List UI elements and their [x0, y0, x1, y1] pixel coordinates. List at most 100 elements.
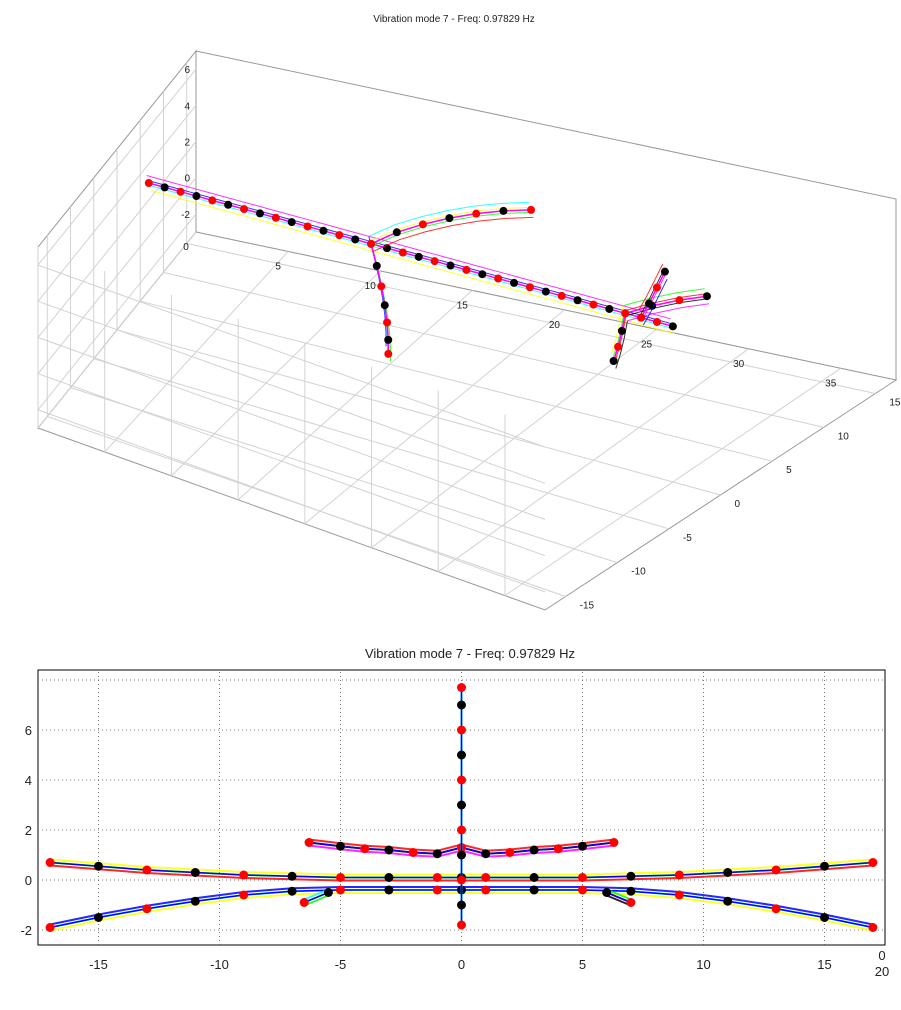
- series-point: [360, 844, 370, 854]
- x-tick-label: 15: [817, 957, 831, 972]
- series-point: [336, 841, 345, 851]
- series-mesh-line: [638, 263, 664, 311]
- grid-line: [37, 141, 546, 520]
- y-tick-label: 4: [25, 773, 32, 788]
- series-mesh-line: [639, 268, 665, 316]
- series-point: [505, 848, 515, 857]
- x-tick-label: 35: [825, 378, 837, 389]
- series-point: [304, 838, 314, 847]
- plot-front-series: [45, 683, 878, 932]
- series-point: [94, 861, 103, 871]
- series-point: [408, 848, 418, 857]
- x-tick-label: 0: [183, 242, 189, 253]
- z-tick-label: 6: [184, 65, 190, 76]
- series-point: [478, 270, 487, 279]
- plot-3d: Vibration mode 7 - Freq: 0.97829 Hz 0 5 10…: [37, 14, 901, 611]
- grid-line: [163, 271, 824, 428]
- series-point: [660, 267, 669, 276]
- series-point: [144, 179, 153, 188]
- series-point: [392, 228, 401, 237]
- series-point: [336, 873, 345, 882]
- series-point: [702, 292, 711, 301]
- series-point: [626, 886, 636, 896]
- series-point: [160, 183, 169, 192]
- series-point: [529, 885, 539, 895]
- corner-tick-label: 20: [875, 964, 889, 979]
- series-point: [142, 865, 152, 875]
- grid-line: [37, 104, 546, 484]
- series-point: [609, 838, 619, 847]
- series-point: [529, 873, 539, 882]
- series-point: [457, 700, 466, 710]
- series-point: [457, 725, 466, 735]
- series-point: [553, 844, 563, 854]
- series-point: [94, 913, 103, 922]
- series-point: [335, 231, 344, 240]
- series-point: [446, 261, 455, 270]
- series-point: [303, 222, 312, 231]
- series-point: [383, 318, 392, 327]
- series-point: [675, 296, 684, 305]
- series-point: [239, 890, 249, 900]
- x-tick-label: 25: [641, 339, 653, 350]
- x-tick-label: 30: [733, 359, 745, 370]
- plot-3d-grid: [37, 49, 898, 611]
- grid-line: [70, 387, 618, 564]
- series-point: [541, 287, 550, 296]
- series-point: [614, 342, 623, 351]
- series-point: [384, 885, 394, 895]
- series-point: [457, 850, 466, 860]
- series-point: [457, 920, 466, 930]
- plot-3d-ticks: 0 5 10 15 20 25 30 35 -15 -10 -5 0 5 10 15 -2 0 2 4 6: [181, 65, 901, 611]
- series-point: [142, 904, 152, 914]
- series-point: [578, 873, 587, 882]
- x-tick-label: 20: [549, 320, 561, 331]
- series-point: [481, 885, 491, 895]
- series-point: [573, 296, 582, 305]
- series-point: [457, 900, 466, 910]
- series-mesh-line: [612, 310, 625, 359]
- series-point: [287, 218, 296, 227]
- series-point: [529, 845, 539, 855]
- series-point: [674, 890, 684, 900]
- series-point: [527, 205, 536, 214]
- x-tick-label: 5: [579, 957, 586, 972]
- series-point: [367, 239, 376, 248]
- series-line: [640, 271, 666, 318]
- series-point: [398, 248, 407, 257]
- x-tick-label: -15: [89, 957, 108, 972]
- series-point: [868, 923, 878, 932]
- series-point: [445, 214, 454, 223]
- series-line: [148, 182, 674, 328]
- series-point: [372, 261, 381, 270]
- series-point: [494, 274, 503, 283]
- plot-3d-title: Vibration mode 7 - Freq: 0.97829 Hz: [373, 14, 535, 25]
- series-mesh-line: [622, 288, 705, 307]
- series-point: [525, 283, 534, 292]
- series-point: [668, 322, 677, 331]
- series-point: [510, 278, 519, 287]
- series-point: [190, 896, 200, 906]
- series-point: [457, 775, 466, 785]
- series-point: [384, 873, 394, 882]
- series-point: [481, 849, 491, 859]
- series-point: [176, 187, 185, 196]
- series-point: [271, 213, 280, 222]
- x-tick-label: -5: [335, 957, 347, 972]
- series-point: [617, 326, 626, 335]
- plot-front-title: Vibration mode 7 - Freq: 0.97829 Hz: [365, 646, 575, 661]
- x-tick-label: 0: [458, 957, 465, 972]
- series-point: [652, 283, 661, 292]
- series-mesh-line: [368, 201, 529, 237]
- y-tick-label: 2: [25, 823, 32, 838]
- series-point: [723, 868, 733, 877]
- y-tick-label: 15: [889, 398, 901, 409]
- series-point: [430, 257, 439, 266]
- series-point: [299, 898, 309, 907]
- y-tick-label: -2: [20, 923, 32, 938]
- series-point: [578, 841, 587, 851]
- series-mesh-line: [146, 175, 671, 320]
- grid-line: [93, 358, 670, 530]
- series-point: [418, 220, 427, 229]
